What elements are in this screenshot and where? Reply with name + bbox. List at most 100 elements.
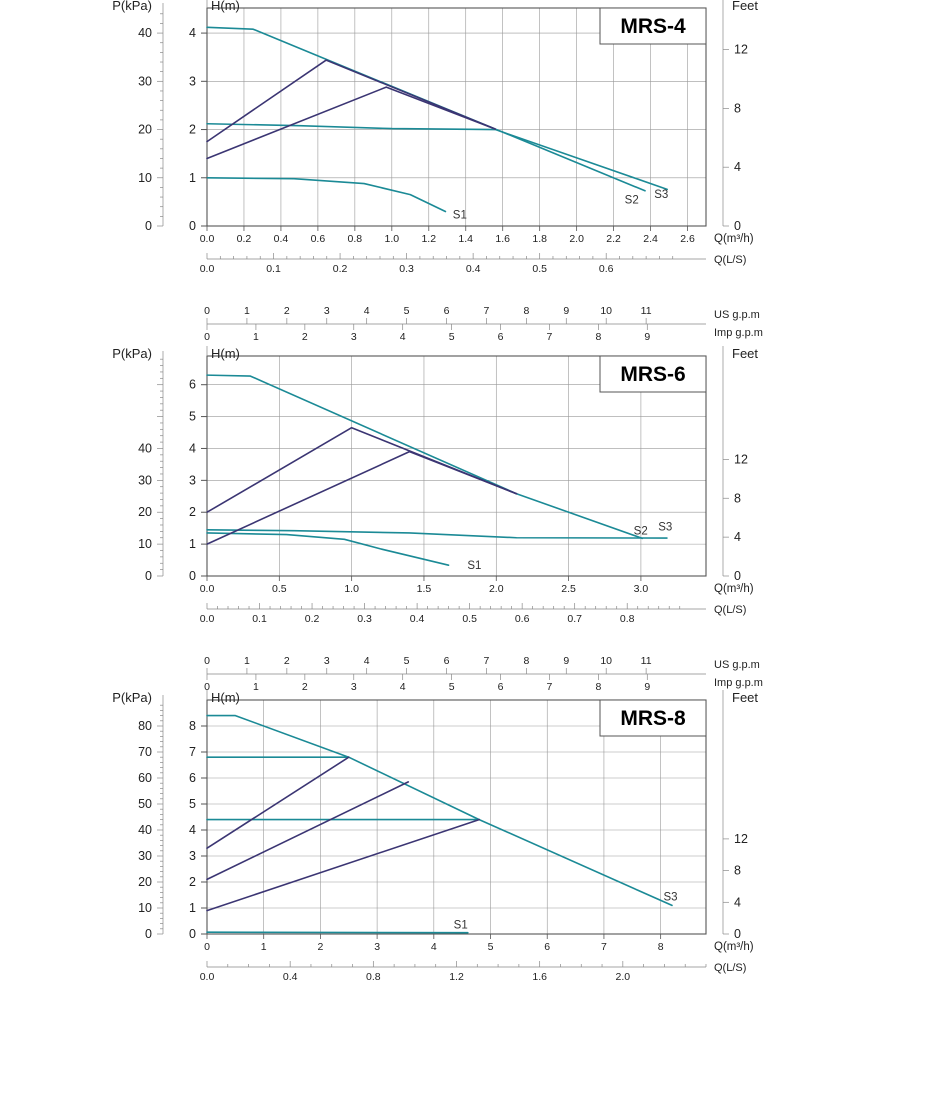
svg-text:0.8: 0.8 bbox=[366, 971, 381, 983]
svg-text:0: 0 bbox=[189, 219, 196, 233]
svg-text:8: 8 bbox=[523, 305, 529, 317]
svg-text:11: 11 bbox=[641, 305, 652, 317]
svg-text:3: 3 bbox=[351, 681, 357, 693]
svg-text:2.2: 2.2 bbox=[606, 233, 621, 245]
svg-text:2: 2 bbox=[284, 305, 290, 317]
svg-text:7: 7 bbox=[601, 941, 607, 953]
svg-text:S3: S3 bbox=[663, 892, 677, 904]
svg-text:6: 6 bbox=[189, 771, 196, 785]
svg-text:1: 1 bbox=[244, 655, 250, 667]
svg-text:4: 4 bbox=[734, 895, 741, 909]
svg-text:8: 8 bbox=[595, 331, 601, 343]
svg-text:30: 30 bbox=[138, 74, 152, 88]
svg-text:0.3: 0.3 bbox=[399, 263, 414, 275]
svg-text:6: 6 bbox=[444, 655, 450, 667]
svg-text:H(m): H(m) bbox=[211, 0, 240, 13]
svg-text:P(kPa): P(kPa) bbox=[112, 346, 152, 361]
svg-text:1.5: 1.5 bbox=[417, 583, 432, 595]
svg-text:2.0: 2.0 bbox=[616, 971, 631, 983]
svg-text:8: 8 bbox=[734, 101, 741, 115]
svg-text:1: 1 bbox=[244, 305, 250, 317]
svg-text:9: 9 bbox=[644, 681, 650, 693]
svg-text:5: 5 bbox=[404, 655, 410, 667]
svg-text:0.5: 0.5 bbox=[462, 613, 477, 625]
svg-text:P(kPa): P(kPa) bbox=[112, 690, 152, 705]
svg-text:0: 0 bbox=[189, 927, 196, 941]
svg-text:0.6: 0.6 bbox=[515, 613, 530, 625]
svg-text:1.2: 1.2 bbox=[449, 971, 464, 983]
svg-text:40: 40 bbox=[138, 823, 152, 837]
svg-text:8: 8 bbox=[734, 491, 741, 505]
svg-text:3: 3 bbox=[189, 473, 196, 487]
svg-text:6: 6 bbox=[444, 305, 450, 317]
svg-text:12: 12 bbox=[734, 452, 748, 466]
svg-text:0.2: 0.2 bbox=[305, 613, 320, 625]
svg-text:10: 10 bbox=[600, 655, 612, 667]
svg-text:1: 1 bbox=[189, 537, 196, 551]
svg-text:7: 7 bbox=[484, 655, 490, 667]
svg-text:0: 0 bbox=[204, 305, 210, 317]
svg-text:8: 8 bbox=[189, 719, 196, 733]
svg-text:4: 4 bbox=[400, 681, 406, 693]
svg-text:0.4: 0.4 bbox=[274, 233, 289, 245]
svg-text:0.6: 0.6 bbox=[599, 263, 614, 275]
svg-text:7: 7 bbox=[484, 305, 490, 317]
svg-text:70: 70 bbox=[138, 745, 152, 759]
svg-text:Feet: Feet bbox=[732, 346, 758, 361]
svg-text:S2: S2 bbox=[634, 526, 648, 538]
svg-text:Q(L/S): Q(L/S) bbox=[714, 962, 746, 974]
svg-text:0: 0 bbox=[204, 331, 210, 343]
svg-text:P(kPa): P(kPa) bbox=[112, 0, 152, 13]
svg-text:12: 12 bbox=[734, 43, 748, 57]
svg-text:4: 4 bbox=[189, 26, 196, 40]
svg-text:0.8: 0.8 bbox=[620, 613, 635, 625]
svg-text:0: 0 bbox=[734, 569, 741, 583]
svg-text:MRS-4: MRS-4 bbox=[620, 15, 686, 38]
svg-text:4: 4 bbox=[364, 305, 370, 317]
svg-text:3: 3 bbox=[324, 305, 330, 317]
svg-text:1.4: 1.4 bbox=[458, 233, 473, 245]
svg-text:5: 5 bbox=[189, 797, 196, 811]
svg-text:4: 4 bbox=[734, 530, 741, 544]
svg-text:0.5: 0.5 bbox=[272, 583, 287, 595]
svg-text:5: 5 bbox=[189, 410, 196, 424]
svg-text:0.5: 0.5 bbox=[532, 263, 547, 275]
svg-text:S3: S3 bbox=[654, 189, 668, 201]
svg-text:MRS-6: MRS-6 bbox=[620, 363, 685, 386]
svg-text:4: 4 bbox=[364, 655, 370, 667]
svg-text:1.2: 1.2 bbox=[421, 233, 436, 245]
svg-text:0.0: 0.0 bbox=[200, 971, 215, 983]
svg-text:1.6: 1.6 bbox=[495, 233, 510, 245]
svg-text:Q(m³/h): Q(m³/h) bbox=[714, 941, 754, 953]
svg-text:Imp g.p.m: Imp g.p.m bbox=[714, 327, 763, 339]
svg-text:4: 4 bbox=[734, 160, 741, 174]
svg-text:3: 3 bbox=[351, 331, 357, 343]
svg-text:0: 0 bbox=[145, 569, 152, 583]
svg-text:12: 12 bbox=[734, 832, 748, 846]
svg-text:2: 2 bbox=[189, 123, 196, 137]
svg-text:0.1: 0.1 bbox=[266, 263, 281, 275]
svg-text:1: 1 bbox=[253, 681, 259, 693]
svg-text:0: 0 bbox=[189, 569, 196, 583]
svg-text:7: 7 bbox=[189, 745, 196, 759]
svg-text:2: 2 bbox=[317, 941, 323, 953]
svg-text:1.6: 1.6 bbox=[532, 971, 547, 983]
svg-text:0: 0 bbox=[734, 219, 741, 233]
svg-text:8: 8 bbox=[658, 941, 664, 953]
svg-text:6: 6 bbox=[544, 941, 550, 953]
svg-text:2: 2 bbox=[302, 331, 308, 343]
svg-text:8: 8 bbox=[734, 864, 741, 878]
svg-text:60: 60 bbox=[138, 771, 152, 785]
svg-text:6: 6 bbox=[498, 331, 504, 343]
svg-text:5: 5 bbox=[449, 331, 455, 343]
svg-text:Q(L/S): Q(L/S) bbox=[714, 604, 746, 616]
svg-text:MRS-8: MRS-8 bbox=[620, 707, 686, 730]
svg-text:S3: S3 bbox=[658, 522, 672, 534]
svg-text:2.0: 2.0 bbox=[569, 233, 584, 245]
svg-text:0.4: 0.4 bbox=[410, 613, 425, 625]
svg-text:7: 7 bbox=[547, 331, 553, 343]
svg-text:0.6: 0.6 bbox=[311, 233, 326, 245]
svg-text:3: 3 bbox=[189, 849, 196, 863]
svg-text:Imp g.p.m: Imp g.p.m bbox=[714, 677, 763, 689]
svg-text:2: 2 bbox=[189, 505, 196, 519]
